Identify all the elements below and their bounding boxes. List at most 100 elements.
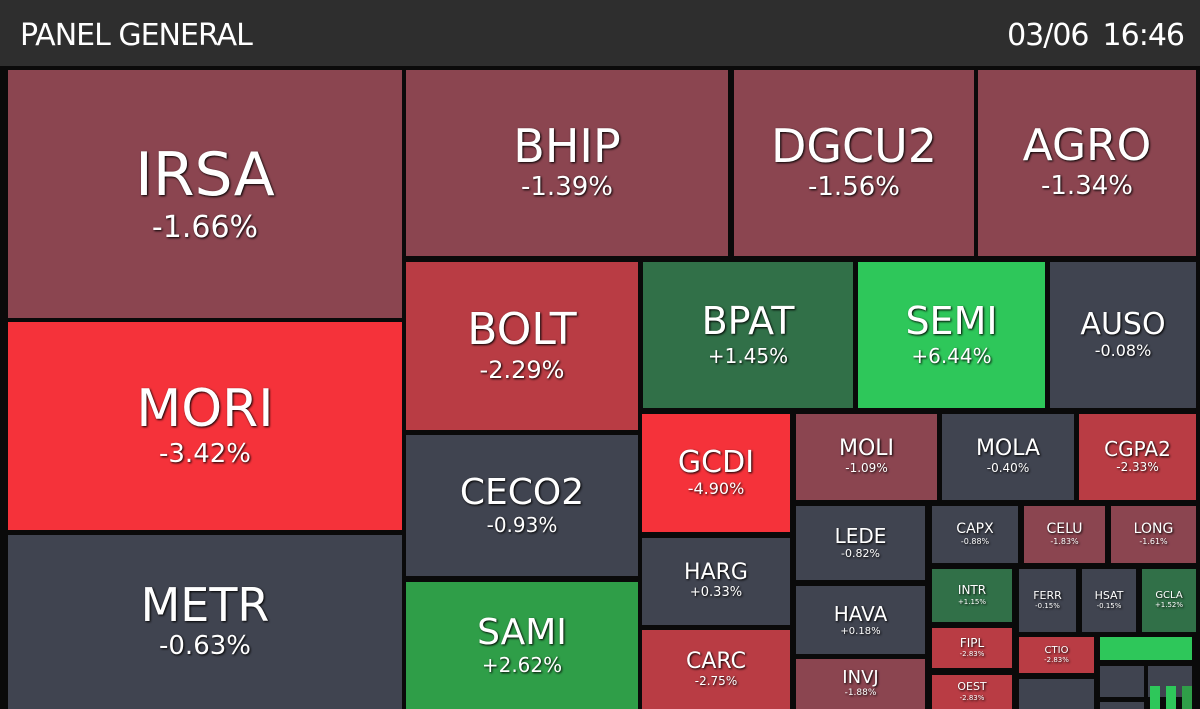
tile-hsat[interactable]: HSAT -0.15%: [1082, 569, 1136, 632]
tile-symbol: AGRO: [1022, 119, 1152, 171]
tile-change: +0.33%: [689, 585, 743, 601]
tile-ctio[interactable]: CTIO -2.83%: [1019, 637, 1094, 673]
tile-symbol: BHIP: [513, 118, 621, 173]
tile-symbol: CARC: [686, 648, 746, 674]
tile-change: -4.90%: [687, 479, 745, 499]
tile-intr[interactable]: INTR +1.15%: [932, 569, 1012, 622]
tile-change: -2.83%: [1044, 655, 1069, 664]
tile-symbol: BPAT: [701, 299, 795, 344]
tile-change: +1.15%: [957, 597, 987, 606]
tile-bhip[interactable]: BHIP -1.39%: [406, 70, 728, 256]
tile-change: -2.75%: [694, 673, 738, 688]
tile-unlabeled[interactable]: [1100, 637, 1192, 660]
tile-change: -1.66%: [151, 209, 259, 245]
tile-symbol: MOLA: [975, 436, 1041, 462]
tile-long[interactable]: LONG -1.61%: [1111, 506, 1196, 563]
tile-invj[interactable]: INVJ -1.88%: [796, 659, 925, 709]
tile-symbol: CTIO: [1044, 644, 1069, 656]
tile-change: -2.83%: [959, 693, 985, 702]
tile-lede[interactable]: LEDE -0.82%: [796, 506, 925, 580]
tile-gcla[interactable]: GCLA +1.52%: [1142, 569, 1196, 632]
tile-change: -2.29%: [479, 355, 565, 384]
tile-sami[interactable]: SAMI +2.62%: [406, 582, 638, 709]
tile-change: -0.15%: [1096, 602, 1122, 610]
tile-symbol: HAVA: [833, 601, 888, 626]
tile-moli[interactable]: MOLI -1.09%: [796, 414, 937, 500]
tile-symbol: GCDI: [677, 445, 755, 481]
tile-change: -2.83%: [959, 650, 985, 659]
tile-symbol: SEMI: [905, 299, 998, 344]
tile-semi[interactable]: SEMI +6.44%: [858, 262, 1045, 408]
tile-symbol: CAPX: [956, 520, 994, 537]
tile-mola[interactable]: MOLA -0.40%: [942, 414, 1074, 500]
tile-celu[interactable]: CELU -1.83%: [1024, 506, 1105, 563]
tile-symbol: LONG: [1133, 520, 1174, 537]
tile-symbol: METR: [140, 577, 270, 632]
tile-change: -0.63%: [159, 631, 251, 662]
tile-symbol: CGPA2: [1104, 437, 1171, 462]
tile-ceco2[interactable]: CECO2 -0.93%: [406, 435, 638, 576]
tile-symbol: MORI: [136, 378, 274, 439]
panel-title: PANEL GENERAL: [20, 18, 253, 53]
tile-change: -3.42%: [159, 438, 251, 469]
datetime: 03/06 16:46: [993, 18, 1185, 53]
tile-change: +0.18%: [840, 625, 881, 637]
tile-oest[interactable]: OEST -2.83%: [932, 675, 1012, 709]
tile-change: -1.34%: [1041, 171, 1133, 202]
tile-change: -0.08%: [1094, 341, 1152, 361]
tile-symbol: DGCU2: [770, 118, 938, 173]
tile-carc[interactable]: CARC -2.75%: [642, 630, 790, 709]
tile-change: +1.52%: [1154, 601, 1184, 610]
tile-bolt[interactable]: BOLT -2.29%: [406, 262, 638, 430]
tile-symbol: GCLA: [1155, 590, 1183, 602]
tile-dgcu2[interactable]: DGCU2 -1.56%: [734, 70, 974, 256]
tile-change: -1.39%: [521, 172, 613, 203]
tile-symbol: FIPL: [959, 635, 985, 650]
tile-symbol: IRSA: [135, 139, 275, 210]
tile-change: +1.45%: [707, 343, 789, 368]
tile-unlabeled[interactable]: [1100, 666, 1144, 697]
tile-ferr[interactable]: FERR -0.15%: [1019, 569, 1076, 632]
tile-unlabeled[interactable]: [1019, 679, 1094, 709]
tile-symbol: AUSO: [1080, 307, 1166, 343]
tile-bpat[interactable]: BPAT +1.45%: [643, 262, 853, 408]
tile-symbol: OEST: [957, 680, 987, 694]
tile-change: -1.83%: [1050, 537, 1079, 546]
tile-symbol: LEDE: [834, 523, 887, 548]
tile-unlabeled[interactable]: [1150, 686, 1160, 709]
tile-metr[interactable]: METR -0.63%: [8, 535, 402, 709]
tile-cgpa2[interactable]: CGPA2 -2.33%: [1079, 414, 1196, 500]
tile-change: +6.44%: [911, 343, 992, 368]
tile-change: -0.88%: [960, 537, 990, 546]
tile-symbol: MOLI: [838, 436, 895, 462]
tile-auso[interactable]: AUSO -0.08%: [1050, 262, 1196, 408]
tile-hava[interactable]: HAVA +0.18%: [796, 586, 925, 654]
tile-change: +2.62%: [481, 653, 563, 678]
tile-symbol: CECO2: [459, 471, 585, 513]
tile-symbol: INVJ: [842, 667, 879, 689]
tile-unlabeled[interactable]: [1166, 686, 1176, 709]
tile-unlabeled[interactable]: [1100, 702, 1144, 709]
tile-agro[interactable]: AGRO -1.34%: [978, 70, 1196, 256]
tile-mori[interactable]: MORI -3.42%: [8, 322, 402, 530]
tile-gcdi[interactable]: GCDI -4.90%: [642, 414, 790, 532]
tile-change: -0.82%: [841, 546, 880, 560]
tile-irsa[interactable]: IRSA -1.66%: [8, 70, 402, 318]
tile-symbol: HSAT: [1094, 588, 1124, 602]
time-label: 16:46: [1102, 18, 1185, 53]
tile-capx[interactable]: CAPX -0.88%: [932, 506, 1018, 563]
tile-change: -1.61%: [1139, 537, 1168, 546]
tile-change: -0.93%: [486, 513, 558, 538]
tile-change: -0.40%: [986, 461, 1030, 476]
tile-symbol: INTR: [957, 583, 987, 598]
tile-change: -2.33%: [1116, 460, 1159, 475]
tile-harg[interactable]: HARG +0.33%: [642, 538, 790, 625]
tile-change: -1.56%: [808, 172, 900, 203]
tile-change: -1.88%: [844, 688, 877, 699]
tile-symbol: BOLT: [467, 304, 577, 356]
tile-unlabeled[interactable]: [1182, 686, 1192, 709]
tile-symbol: SAMI: [477, 611, 567, 653]
tile-fipl[interactable]: FIPL -2.83%: [932, 628, 1012, 668]
header-bar: PANEL GENERAL 03/06 16:46: [0, 0, 1200, 66]
date-label: 03/06: [1007, 18, 1089, 53]
